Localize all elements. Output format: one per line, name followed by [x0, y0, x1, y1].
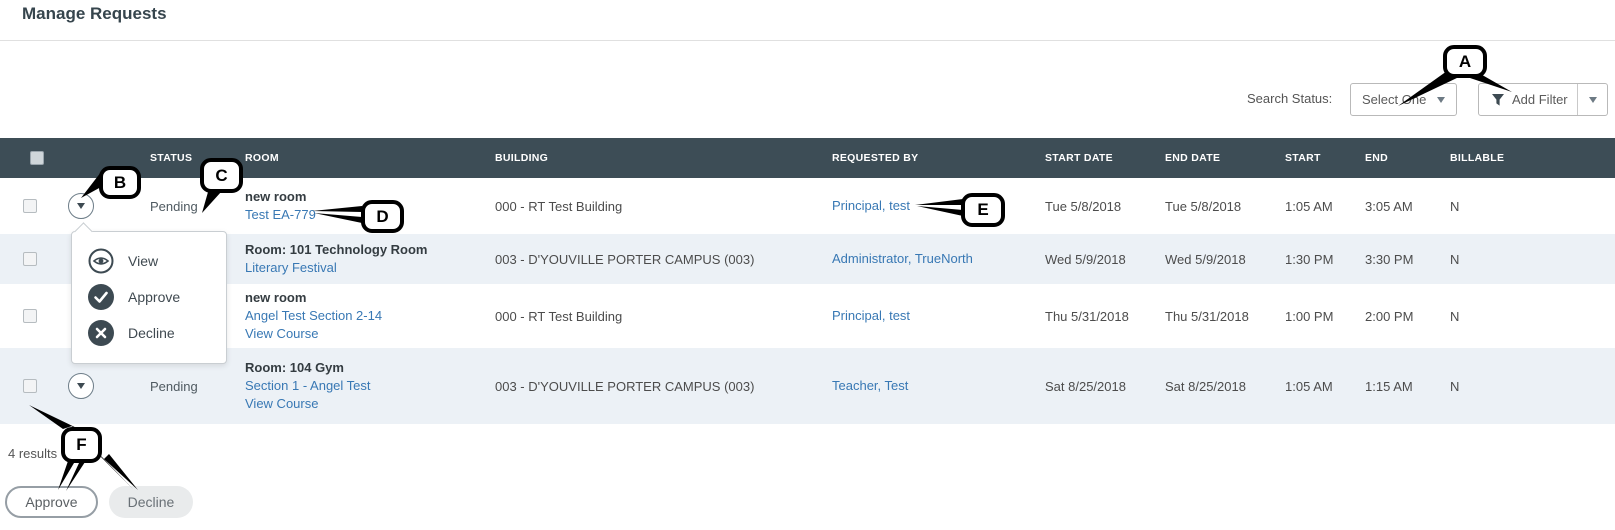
requested-by-link[interactable]: Administrator, TrueNorth [832, 251, 973, 266]
column-header-billable: BILLABLE [1450, 152, 1505, 164]
column-header-room: ROOM [245, 152, 279, 164]
room-name: Room: 101 Technology Room [245, 242, 428, 257]
row-checkbox[interactable] [23, 379, 37, 393]
menu-item-view[interactable]: View [72, 243, 226, 279]
room-name: Room: 104 Gym [245, 360, 344, 375]
billable-cell: N [1450, 251, 1460, 267]
approve-button[interactable]: Approve [5, 486, 98, 518]
column-header-start: START [1285, 152, 1321, 164]
chevron-down-icon [1588, 96, 1597, 103]
check-icon [88, 284, 114, 310]
event-link[interactable]: Literary Festival [245, 260, 337, 275]
requested-by-link[interactable]: Principal, test [832, 198, 911, 213]
decline-button[interactable]: Decline [109, 486, 193, 518]
building-cell: 000 - RT Test Building [495, 198, 623, 214]
billable-cell: N [1450, 308, 1460, 324]
end-date-cell: Thu 5/31/2018 [1165, 308, 1249, 324]
search-status-select[interactable]: Select One [1350, 83, 1457, 116]
table-row: Pending Room: 104 Gym Section 1 - Angel … [0, 348, 1615, 424]
section-link[interactable]: Section 1 - Angel Test [245, 378, 371, 393]
end-time-cell: 2:00 PM [1365, 308, 1414, 324]
row-actions-menu-button[interactable] [68, 373, 94, 399]
end-time-cell: 1:15 AM [1365, 378, 1413, 394]
room-name: new room [245, 290, 307, 305]
add-filter-dropdown-button[interactable] [1577, 84, 1607, 115]
table-row: new room Angel Test Section 2-14 View Co… [0, 284, 1615, 348]
page-title: Manage Requests [22, 4, 167, 23]
search-status-label: Search Status: [1247, 91, 1333, 106]
column-header-end: END [1365, 152, 1389, 164]
room-name: new room [245, 189, 307, 204]
column-header-end-date: END DATE [1165, 152, 1221, 164]
requested-by-link[interactable]: Principal, test [832, 308, 911, 323]
chevron-down-icon [77, 383, 85, 389]
add-filter-label: Add Filter [1512, 92, 1568, 107]
callout-e: E [961, 193, 1005, 227]
table-row: Room: 101 Technology Room Literary Festi… [0, 234, 1615, 284]
callout-c: C [200, 158, 243, 193]
column-header-building: BUILDING [495, 152, 549, 164]
table-header-row: STATUS ROOM BUILDING REQUESTED BY START … [0, 138, 1615, 178]
requests-table: STATUS ROOM BUILDING REQUESTED BY START … [0, 138, 1615, 424]
requested-by-link[interactable]: Teacher, Test [832, 378, 909, 393]
results-count: 4 results [8, 446, 58, 461]
search-status-select-value: Select One [1362, 92, 1427, 107]
add-filter-button[interactable]: Add Filter [1479, 84, 1577, 115]
divider [0, 40, 1615, 41]
billable-cell: N [1450, 378, 1460, 394]
start-time-cell: 1:00 PM [1285, 308, 1334, 324]
menu-item-label: Decline [128, 325, 175, 341]
callout-d: D [361, 200, 404, 233]
filter-funnel-icon [1492, 93, 1504, 106]
end-date-cell: Wed 5/9/2018 [1165, 251, 1246, 267]
section-link[interactable]: Angel Test Section 2-14 [245, 308, 383, 323]
view-course-link[interactable]: View Course [245, 396, 319, 411]
chevron-down-icon [1437, 96, 1445, 103]
callout-b: B [99, 166, 141, 199]
row-actions-menu-button[interactable] [68, 193, 94, 219]
row-checkbox[interactable] [23, 309, 37, 323]
menu-item-label: Approve [128, 289, 181, 305]
end-time-cell: 3:05 AM [1365, 198, 1413, 214]
status-badge: Pending [150, 198, 198, 214]
column-header-requested-by: REQUESTED BY [832, 152, 919, 164]
eye-icon [88, 248, 114, 274]
building-cell: 000 - RT Test Building [495, 308, 623, 324]
chevron-down-icon [77, 203, 85, 209]
table-row: Pending new room Test EA-779 000 - RT Te… [0, 178, 1615, 234]
menu-item-label: View [128, 253, 159, 269]
section-link[interactable]: Test EA-779 [245, 207, 316, 222]
row-checkbox[interactable] [23, 252, 37, 266]
end-time-cell: 3:30 PM [1365, 251, 1414, 267]
start-date-cell: Sat 8/25/2018 [1045, 378, 1126, 394]
building-cell: 003 - D'YOUVILLE PORTER CAMPUS (003) [495, 251, 755, 267]
add-filter-group: Add Filter [1478, 83, 1608, 116]
start-date-cell: Thu 5/31/2018 [1045, 308, 1129, 324]
end-date-cell: Tue 5/8/2018 [1165, 198, 1242, 214]
menu-item-approve[interactable]: Approve [72, 279, 226, 315]
row-actions-menu: View Approve Decline [71, 231, 227, 364]
billable-cell: N [1450, 198, 1460, 214]
column-header-status: STATUS [150, 152, 193, 164]
menu-item-decline[interactable]: Decline [72, 315, 226, 351]
status-badge: Pending [150, 378, 198, 394]
end-date-cell: Sat 8/25/2018 [1165, 378, 1246, 394]
select-all-checkbox[interactable] [30, 151, 44, 165]
start-time-cell: 1:30 PM [1285, 251, 1334, 267]
x-icon [88, 320, 114, 346]
start-date-cell: Tue 5/8/2018 [1045, 198, 1122, 214]
start-date-cell: Wed 5/9/2018 [1045, 251, 1126, 267]
column-header-start-date: START DATE [1045, 152, 1113, 164]
start-time-cell: 1:05 AM [1285, 378, 1333, 394]
row-checkbox[interactable] [23, 199, 37, 213]
building-cell: 003 - D'YOUVILLE PORTER CAMPUS (003) [495, 378, 755, 394]
start-time-cell: 1:05 AM [1285, 198, 1333, 214]
view-course-link[interactable]: View Course [245, 326, 319, 341]
callout-f: F [61, 427, 102, 463]
callout-a: A [1443, 45, 1487, 78]
